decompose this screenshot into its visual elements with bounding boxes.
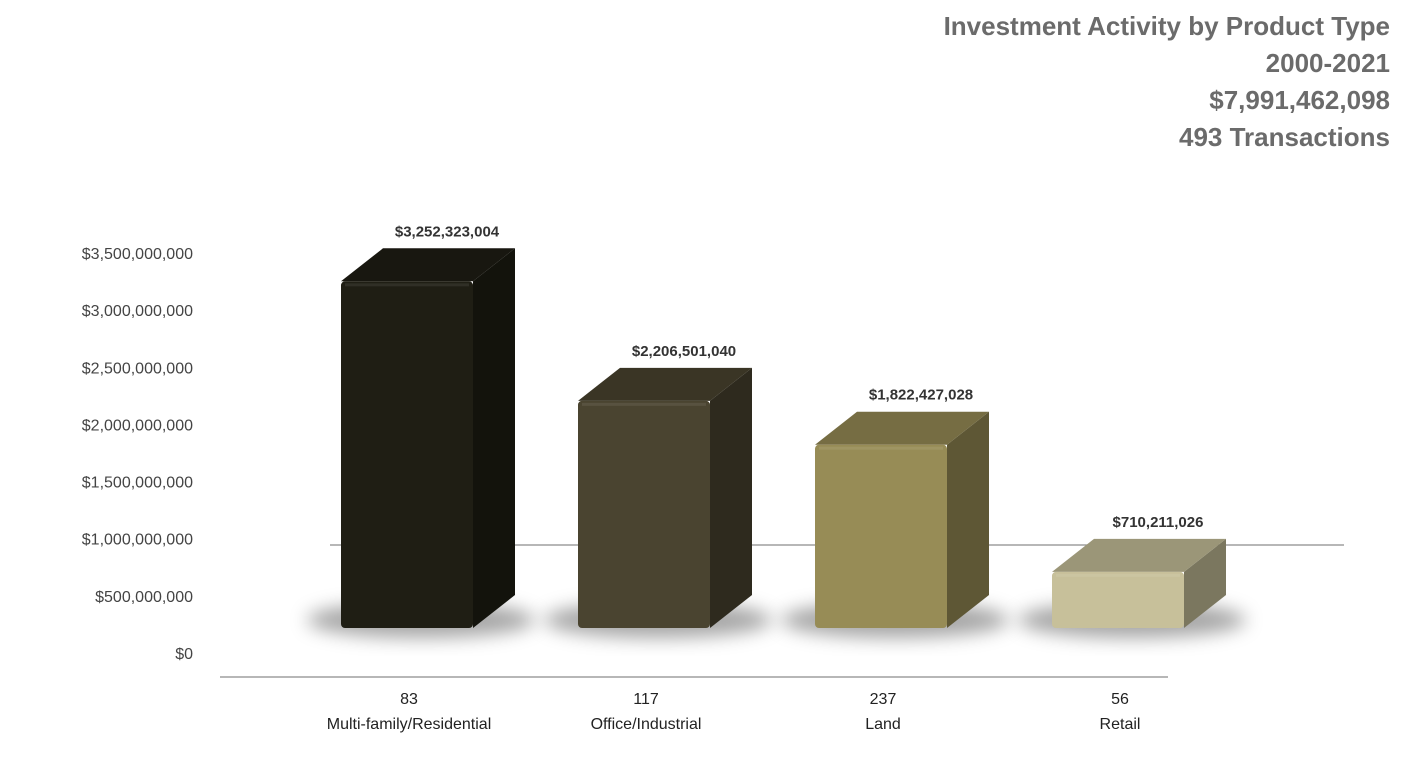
data-label: $710,211,026 (1113, 514, 1204, 531)
bar-highlight (1056, 573, 1180, 577)
y-tick-label: $2,500,000,000 (82, 360, 193, 377)
bar-top (1052, 538, 1226, 572)
category-name-label: Office/Industrial (591, 716, 702, 733)
bar-top (578, 367, 752, 401)
category-count-label: 117 (633, 691, 659, 708)
data-labels: $3,252,323,004 $2,206,501,040 $1,822,427,0… (395, 223, 1204, 531)
bar (815, 444, 947, 628)
bar-side (710, 367, 752, 628)
bar-top (815, 411, 989, 445)
bar (1052, 571, 1184, 628)
bar-highlight (819, 446, 943, 450)
chart-subtitle-transactions: 493 Transactions (1179, 122, 1390, 152)
category-name-label: Multi-family/Residential (327, 716, 492, 733)
bar-top (341, 248, 515, 282)
category-labels: 83 Multi-family/Residential 117 Office/Indu… (327, 691, 1141, 733)
chart-subtitle-period: 2000-2021 (1265, 48, 1390, 78)
bars-group (307, 248, 1246, 638)
category-count-label: 83 (400, 691, 418, 708)
category-name-label: Land (865, 716, 901, 733)
data-label: $2,206,501,040 (632, 343, 736, 360)
bar-side (473, 248, 515, 628)
y-tick-label: $0 (175, 646, 193, 663)
bar-side (947, 411, 989, 628)
y-tick-label: $1,500,000,000 (82, 475, 193, 492)
chart-title: Investment Activity by Product Type (943, 11, 1390, 41)
bar (341, 281, 473, 628)
y-tick-label: $2,000,000,000 (82, 417, 193, 434)
category-name-label: Retail (1100, 716, 1141, 733)
bar (578, 400, 710, 628)
chart-subtitle-total: $7,991,462,098 (1209, 85, 1390, 115)
y-tick-label: $1,000,000,000 (82, 532, 193, 549)
y-axis-labels: $0 $500,000,000 $1,000,000,000 $1,500,000,0… (82, 246, 193, 663)
data-label: $1,822,427,028 (869, 387, 973, 404)
bar-highlight (345, 283, 469, 287)
category-count-label: 56 (1111, 691, 1129, 708)
y-tick-label: $3,000,000,000 (82, 303, 193, 320)
category-count-label: 237 (870, 691, 897, 708)
data-label: $3,252,323,004 (395, 223, 500, 240)
chart-title-block: Investment Activity by Product Type 2000… (944, 8, 1390, 156)
bar-highlight (582, 402, 706, 406)
y-tick-label: $500,000,000 (95, 589, 193, 606)
y-tick-label: $3,500,000,000 (82, 246, 193, 263)
bar-side (1184, 538, 1226, 628)
